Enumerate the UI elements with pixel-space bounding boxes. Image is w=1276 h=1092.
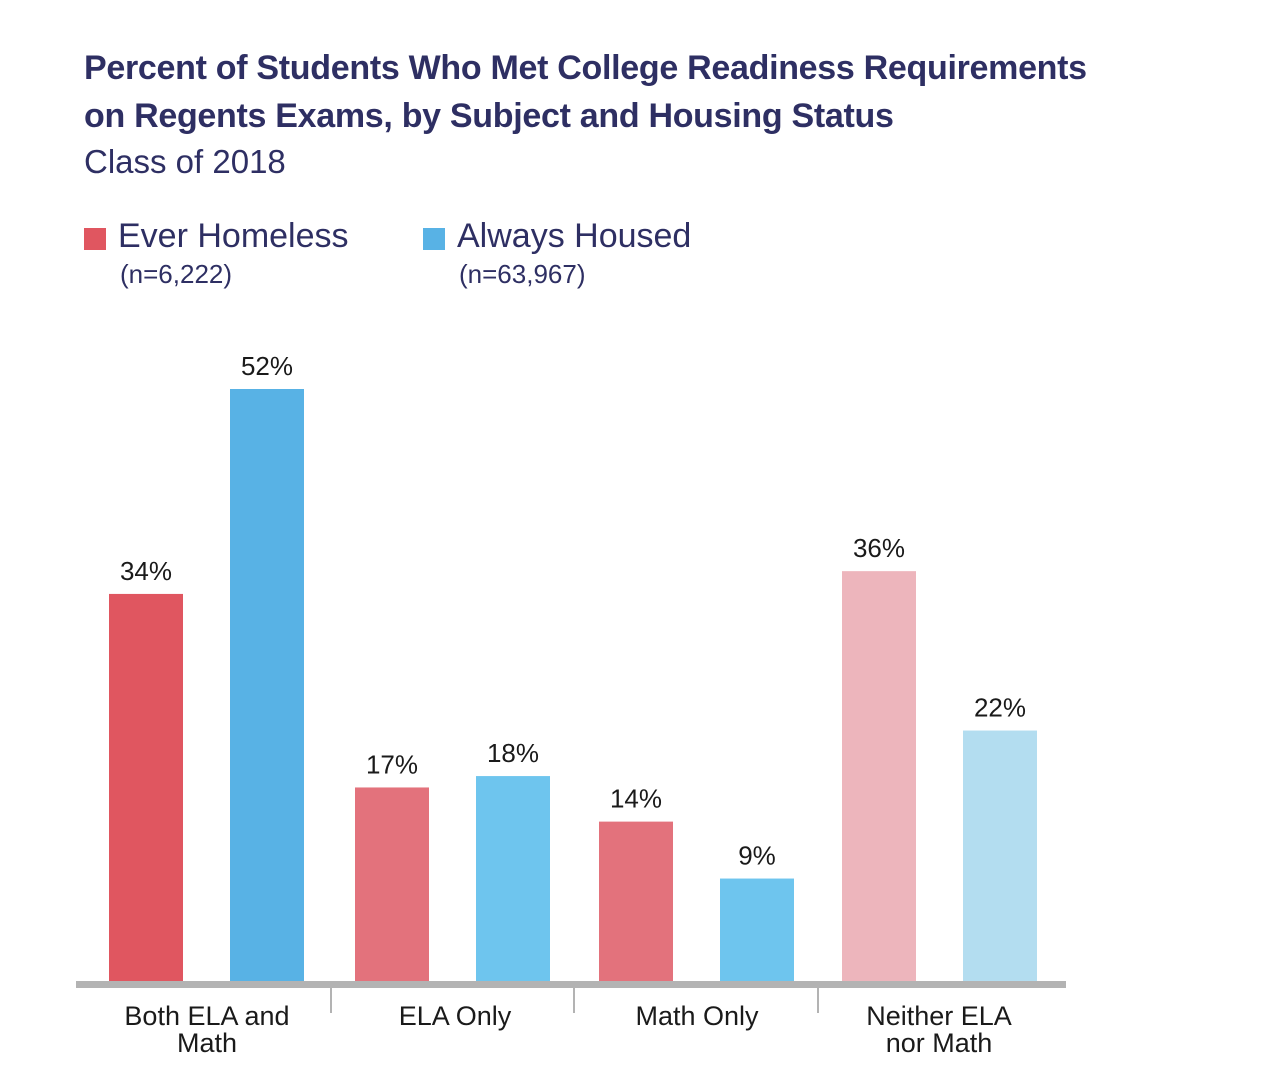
value-label-ever-homeless-3: 14% [610, 784, 662, 814]
category-label-line-1: ELA Only [398, 1001, 512, 1031]
value-label-always-housed-4: 22% [974, 693, 1026, 723]
category-label-line-2: Math [176, 1028, 238, 1058]
bar-ever-homeless-1 [109, 593, 183, 983]
bar-ever-homeless-3 [599, 821, 673, 983]
category-label-line-1: Neither ELA [866, 1001, 1012, 1031]
category-label-4: Neither ELA nor Math [819, 1003, 1059, 1057]
legend-swatch-ever-homeless [84, 228, 106, 250]
category-label-line-2: nor Math [885, 1028, 993, 1058]
chart-title: Percent of Students Who Met College Read… [84, 44, 1184, 140]
value-label-always-housed-1: 52% [241, 351, 293, 381]
bar-always-housed-2 [476, 776, 550, 983]
category-label-2: ELA Only [335, 1003, 575, 1030]
chart-title-line-2: on Regents Exams, by Subject and Housing… [84, 97, 894, 135]
value-label-always-housed-3: 9% [738, 841, 776, 871]
category-label-1: Both ELA and Math [87, 1003, 327, 1057]
legend-label-always-housed: Always Housed [457, 217, 692, 255]
bar-ever-homeless-4 [842, 571, 916, 983]
chart-subtitle: Class of 2018 [84, 143, 286, 180]
value-label-always-housed-2: 18% [487, 738, 539, 768]
legend-label-ever-homeless: Ever Homeless [118, 217, 349, 255]
x-axis-line [76, 981, 1066, 988]
bar-ever-homeless-2 [355, 787, 429, 983]
bar-always-housed-3 [720, 878, 794, 983]
value-label-ever-homeless-2: 17% [366, 749, 418, 779]
bar-always-housed-4 [963, 730, 1037, 983]
category-label-line-1: Math Only [635, 1001, 759, 1031]
bar-always-housed-1 [230, 389, 304, 983]
category-label-3: Math Only [577, 1003, 817, 1030]
legend-n-ever-homeless: (n=6,222) [120, 259, 233, 289]
value-label-ever-homeless-1: 34% [120, 556, 172, 586]
category-label-line-1: Both ELA and [124, 1001, 290, 1031]
legend-swatch-always-housed [423, 228, 445, 250]
value-label-ever-homeless-4: 36% [853, 533, 905, 563]
chart-title-line-1: Percent of Students Who Met College Read… [84, 49, 1087, 87]
legend-n-always-housed: (n=63,967) [459, 259, 586, 289]
